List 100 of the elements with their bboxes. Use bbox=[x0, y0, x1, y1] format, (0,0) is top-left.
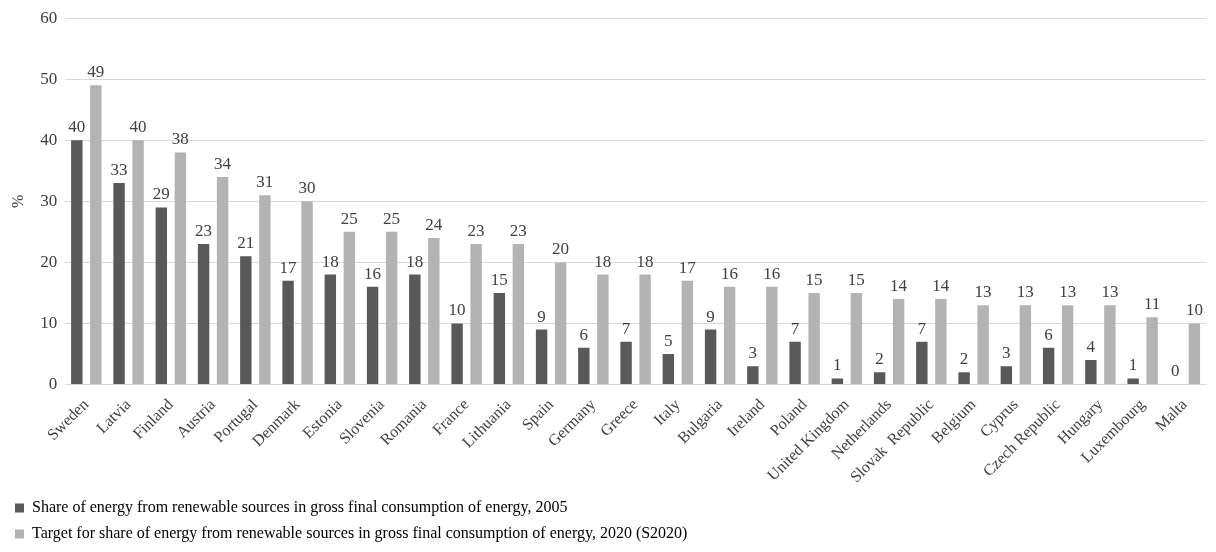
y-tick-label: 20 bbox=[40, 251, 58, 271]
bar bbox=[197, 244, 210, 384]
data-label: 10 bbox=[448, 300, 466, 320]
data-label: 18 bbox=[594, 251, 612, 271]
data-label: 23 bbox=[509, 221, 527, 241]
data-label: 18 bbox=[406, 251, 424, 271]
bar bbox=[324, 274, 337, 384]
data-label: 6 bbox=[579, 324, 589, 344]
bar bbox=[216, 176, 229, 384]
data-label: 3 bbox=[748, 343, 758, 363]
y-axis-title: % bbox=[8, 194, 26, 209]
data-label: 40 bbox=[68, 117, 86, 137]
bar bbox=[409, 274, 421, 384]
data-label: 13 bbox=[974, 282, 992, 302]
bar bbox=[766, 286, 778, 384]
bar bbox=[916, 341, 928, 384]
data-label: 17 bbox=[678, 257, 697, 277]
data-label: 3 bbox=[1002, 343, 1011, 363]
data-label: 16 bbox=[763, 263, 781, 283]
bar bbox=[451, 323, 463, 384]
bar bbox=[1127, 378, 1139, 384]
bar bbox=[831, 378, 844, 384]
bar bbox=[1146, 317, 1158, 384]
data-label: 33 bbox=[110, 160, 128, 179]
bar bbox=[747, 366, 759, 384]
bar bbox=[681, 280, 694, 384]
data-label: 40 bbox=[129, 117, 147, 137]
data-label: 25 bbox=[340, 208, 358, 228]
data-label: 49 bbox=[87, 62, 105, 82]
data-label: 14 bbox=[932, 275, 950, 295]
y-tick-label: 50 bbox=[40, 68, 58, 88]
bar bbox=[1019, 305, 1032, 384]
data-label: 34 bbox=[214, 153, 232, 173]
bar bbox=[662, 353, 675, 384]
data-label: 18 bbox=[636, 251, 654, 271]
data-label: 25 bbox=[383, 208, 401, 228]
y-tick-label: 30 bbox=[40, 190, 58, 210]
data-label: 24 bbox=[425, 214, 443, 234]
data-label: 1 bbox=[833, 355, 842, 375]
y-tick-label: 0 bbox=[48, 373, 58, 393]
bar bbox=[132, 140, 144, 384]
bar bbox=[1061, 305, 1074, 384]
bar bbox=[155, 207, 168, 384]
data-label: 13 bbox=[1016, 282, 1034, 302]
legend-label: Target for share of energy from renewable sources in gross final consumption of energy, 2020 (S2020) bbox=[32, 524, 688, 543]
data-label: 15 bbox=[490, 269, 508, 289]
bar bbox=[113, 183, 125, 384]
bar bbox=[850, 292, 863, 384]
bar bbox=[578, 347, 590, 384]
bar bbox=[1000, 366, 1013, 384]
bar bbox=[282, 280, 294, 384]
data-label: 1 bbox=[1128, 355, 1138, 375]
data-label: 10 bbox=[1185, 300, 1203, 320]
bar bbox=[597, 274, 609, 384]
data-label: 9 bbox=[706, 306, 715, 326]
bar bbox=[1104, 305, 1116, 384]
bar bbox=[366, 286, 379, 384]
data-label: 30 bbox=[298, 178, 316, 198]
data-label: 7 bbox=[621, 318, 631, 338]
data-label: 20 bbox=[552, 239, 570, 259]
bar bbox=[639, 274, 651, 384]
bar bbox=[892, 299, 905, 384]
bar bbox=[977, 305, 989, 384]
data-label: 7 bbox=[790, 318, 800, 338]
bar bbox=[428, 237, 440, 384]
data-label: 13 bbox=[1059, 282, 1077, 302]
bar bbox=[935, 299, 947, 384]
bar bbox=[789, 341, 801, 384]
bar bbox=[723, 286, 736, 384]
data-label: 6 bbox=[1044, 324, 1053, 344]
bar bbox=[301, 201, 313, 384]
y-tick-label: 60 bbox=[40, 7, 58, 27]
data-label: 17 bbox=[279, 257, 298, 277]
data-label: 11 bbox=[1143, 294, 1161, 314]
data-label: 2 bbox=[959, 349, 969, 369]
bar bbox=[470, 244, 482, 384]
data-label: 23 bbox=[195, 221, 213, 241]
data-label: 15 bbox=[805, 269, 823, 289]
bar bbox=[620, 341, 632, 384]
y-tick-label: 40 bbox=[40, 129, 58, 149]
data-label: 5 bbox=[664, 330, 673, 350]
legend-label: Share of energy from renewable sources in gross final consumption of energy, 2005 bbox=[32, 498, 568, 517]
data-label: 14 bbox=[890, 275, 908, 295]
bar bbox=[259, 195, 271, 384]
bar bbox=[554, 262, 567, 384]
bar bbox=[512, 244, 525, 384]
bar bbox=[1085, 360, 1097, 384]
bar bbox=[808, 292, 820, 384]
data-label: 29 bbox=[152, 184, 170, 204]
y-tick-label: 10 bbox=[40, 312, 58, 332]
data-label: 0 bbox=[1171, 361, 1180, 381]
data-label: 18 bbox=[321, 251, 339, 271]
data-label: 16 bbox=[721, 263, 739, 283]
bar bbox=[535, 329, 548, 384]
data-label: 13 bbox=[1101, 282, 1119, 302]
bar bbox=[1042, 347, 1055, 384]
data-label: 16 bbox=[364, 263, 382, 283]
data-label: 9 bbox=[537, 306, 546, 326]
bar bbox=[174, 152, 187, 384]
data-label: 38 bbox=[171, 129, 189, 149]
